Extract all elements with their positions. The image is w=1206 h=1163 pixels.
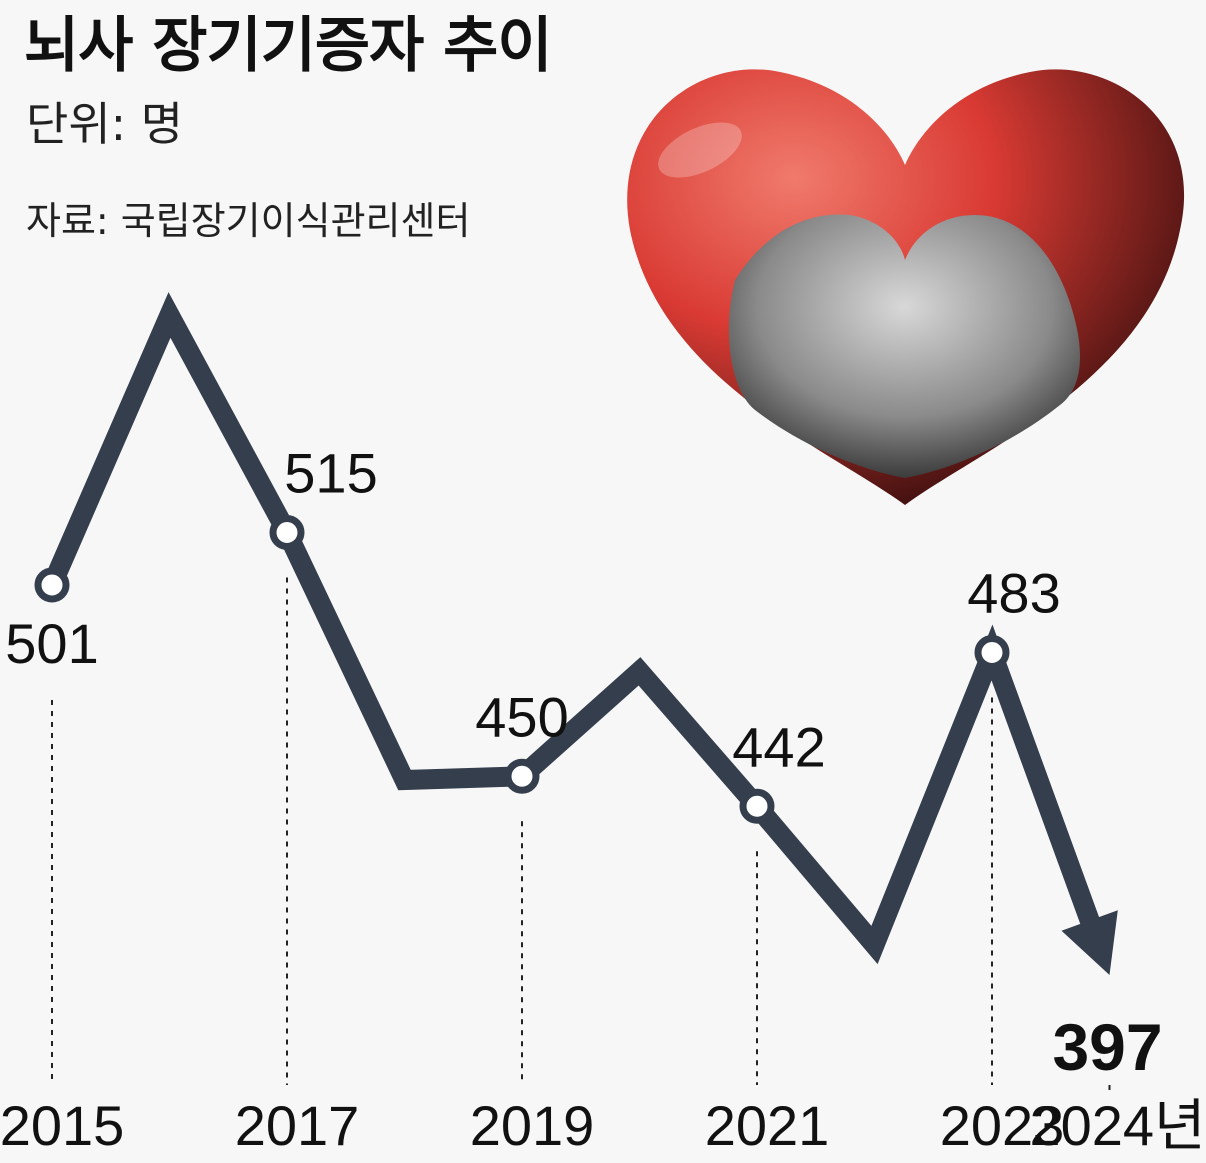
data-point-2019 [504, 758, 540, 794]
value-label-2024: 397 [1052, 1010, 1162, 1084]
x-tick-2015: 2015 [0, 1094, 124, 1157]
heart-with-hands-icon [627, 69, 1185, 506]
x-tick-2023: 2023 [940, 1094, 1065, 1157]
value-label-2019: 450 [475, 685, 568, 748]
data-point-2015 [34, 567, 70, 603]
data-point-2021 [739, 788, 775, 824]
source-label: 자료: 국립장기이식관리센터 [26, 199, 471, 243]
data-point-2017 [269, 515, 305, 550]
value-label-2023: 483 [967, 562, 1060, 625]
chart-title: 뇌사 장기기증자 추이 [24, 11, 553, 81]
trend-arrow-head [1061, 910, 1118, 975]
value-label-2021: 442 [732, 715, 825, 778]
series-line [42, 292, 1102, 965]
x-tick-2017: 2017 [235, 1094, 360, 1157]
value-label-2017: 515 [284, 442, 377, 505]
value-label-2015: 501 [5, 612, 98, 675]
hands-shape [728, 214, 1080, 478]
x-tick-2024: 2024년 [1029, 1094, 1205, 1157]
unit-label: 단위: 명 [26, 97, 184, 151]
x-tick-2019: 2019 [470, 1094, 595, 1157]
data-point-2023 [974, 635, 1010, 670]
x-tick-2021: 2021 [705, 1094, 830, 1157]
